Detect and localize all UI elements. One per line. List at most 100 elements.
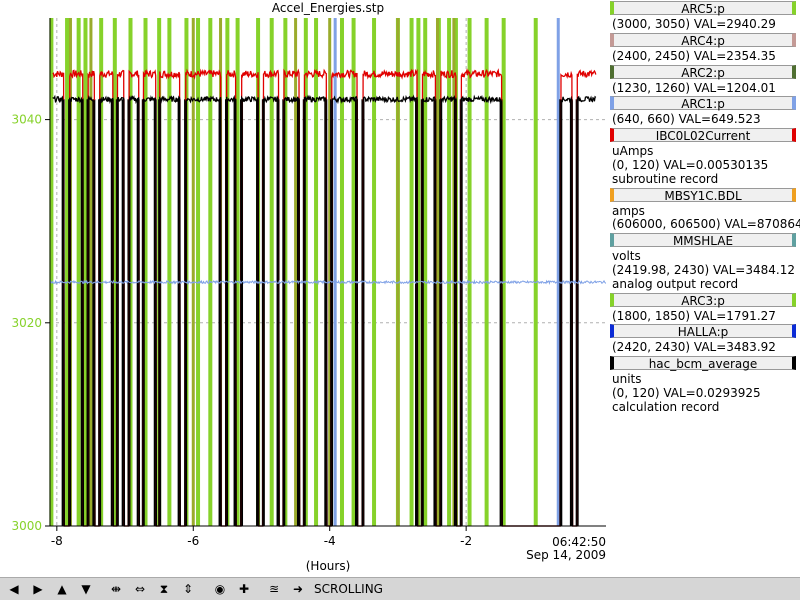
beam-off-marker	[233, 99, 237, 526]
legend-entry-name[interactable]: ARC2:p	[610, 64, 796, 80]
vertical-bar	[65, 18, 70, 526]
vertical-bar	[556, 18, 560, 526]
x-ticks: -8 -6 -4 -2	[51, 526, 472, 548]
chart-title: Accel_Energies.stp	[271, 1, 385, 15]
vertical-bar	[328, 18, 332, 526]
legend-entry-detail: calculation record	[612, 399, 720, 414]
vertical-bar	[416, 18, 421, 526]
export-icon[interactable]: ➜	[292, 582, 304, 596]
arrow-down-icon[interactable]: ▼	[81, 582, 91, 596]
compress-vertical-icon[interactable]: ⧗	[159, 582, 169, 596]
compress-horizontal-icon[interactable]: ⇔	[134, 582, 146, 596]
legend-entry-detail: analog output record	[612, 276, 739, 291]
vertical-bar	[235, 18, 240, 526]
legend-entry-detail: (2419.98, 2430) VAL=3484.12	[612, 263, 795, 277]
config-icon[interactable]: ≊	[268, 582, 280, 596]
x-axis-unit-label: (Hours)	[305, 559, 351, 573]
y-tick-label: 3000	[11, 519, 42, 533]
timestamp-date: Sep 14, 2009	[526, 548, 606, 562]
vertical-bar	[501, 18, 506, 526]
beam-off-marker	[499, 99, 503, 526]
legend-entry-name[interactable]: ARC1:p	[610, 96, 796, 111]
legend-entry-detail: (640, 660) VAL=649.523	[612, 112, 761, 127]
y-tick-label: 3020	[11, 316, 42, 330]
arrow-up-icon[interactable]: ▲	[57, 582, 67, 596]
beam-off-marker	[433, 99, 437, 526]
legend-entry-detail: (0, 120) VAL=0.0293925	[612, 386, 761, 400]
legend-entry-name[interactable]: hac_bcm_average	[610, 356, 796, 371]
mode-label: SCROLLING	[314, 582, 383, 596]
beam-off-marker	[324, 99, 328, 526]
vertical-bar	[208, 18, 213, 526]
expand-vertical-icon[interactable]: ⇕	[182, 582, 194, 596]
beam-off-marker	[136, 99, 140, 526]
y-tick-label: 3040	[11, 113, 42, 127]
record-icon[interactable]: ◉	[214, 582, 226, 596]
vertical-bar	[339, 18, 344, 526]
arrow-right-icon[interactable]: ▶	[33, 582, 43, 596]
vertical-bar	[333, 18, 337, 526]
legend-entry-name[interactable]: IBC0L02Current	[610, 128, 796, 143]
legend-entry-detail: subroutine record	[612, 171, 719, 186]
legend-entry-name[interactable]: ARC5:p	[610, 1, 796, 16]
legend-entry-detail: (1800, 1850) VAL=1791.27	[612, 308, 776, 323]
beam-off-marker	[276, 99, 280, 526]
x-tick-label: -4	[324, 534, 336, 548]
vertical-bar	[49, 18, 54, 526]
toolbar: ◀ ▶ ▲ ▼ ⇼ ⇔ ⧗ ⇕ ◉ ✚ ≊ ➜ SCROLLING	[0, 577, 800, 600]
x-tick-label: -2	[460, 534, 472, 548]
legend-entry-detail: amps	[612, 203, 645, 218]
legend-entry-detail: (3000, 3050) VAL=2940.29	[612, 17, 776, 31]
legend-entry-detail: (606000, 606500) VAL=870864	[612, 217, 800, 232]
plot-background	[50, 18, 606, 526]
vertical-bar	[76, 18, 81, 526]
beam-off-marker	[569, 99, 573, 526]
legend-entry-detail: (2420, 2430) VAL=3483.92	[612, 340, 776, 355]
legend-panel: ARC5:p (3000, 3050) VAL=2940.29 ARC4:p (240…	[608, 0, 800, 414]
timestamp-time: 06:42:50	[552, 535, 606, 549]
vertical-bar	[484, 18, 489, 526]
beam-off-marker	[453, 99, 457, 526]
vertical-bar	[452, 18, 456, 526]
legend-entry-name[interactable]: MMSHLAE	[610, 233, 796, 248]
vertical-bar	[303, 18, 308, 526]
vertical-bar	[533, 18, 538, 526]
vertical-bar	[143, 18, 148, 526]
beam-off-marker	[121, 99, 125, 526]
vertical-bar	[314, 18, 319, 526]
beam-off-marker	[354, 99, 358, 526]
legend-entry-name[interactable]: HALLA:p	[610, 324, 796, 339]
legend-entry-detail: volts	[612, 249, 641, 264]
vertical-bar	[294, 18, 298, 526]
x-tick-label: -8	[51, 534, 63, 548]
series-line-arc1	[49, 279, 606, 286]
vertical-bar	[435, 18, 439, 526]
beam-off-marker	[153, 99, 157, 526]
x-tick-label: -6	[187, 534, 199, 548]
vertical-bar	[447, 18, 452, 526]
vertical-bar	[128, 18, 133, 526]
y-ticks: 3000 3020 3040	[11, 113, 50, 533]
vertical-bar	[89, 18, 93, 526]
plot-area[interactable]: -8 -6 -4 -2 3000 3020 3040	[0, 0, 606, 576]
legend-entry-name[interactable]: ARC3:p	[610, 292, 796, 308]
beam-off-marker	[92, 99, 96, 526]
legend-entry-name[interactable]: ARC4:p	[610, 32, 796, 48]
legend-entry-detail: uAmps	[612, 144, 654, 159]
vertical-bar	[83, 18, 88, 526]
plus-icon[interactable]: ✚	[238, 582, 250, 596]
vertical-bar	[409, 18, 414, 526]
vertical-bar	[372, 18, 377, 526]
vertical-bar	[283, 18, 288, 526]
expand-horizontal-icon[interactable]: ⇼	[110, 582, 122, 596]
legend-entry-detail: (0, 120) VAL=0.00530135	[612, 158, 769, 172]
legend-entry-name[interactable]: MBSY1C.BDL	[610, 187, 796, 203]
arrow-left-icon[interactable]: ◀	[9, 582, 19, 596]
beam-off-marker	[110, 99, 114, 526]
beam-off-marker	[177, 99, 181, 526]
vertical-bar	[167, 18, 172, 526]
beam-off-marker	[218, 99, 222, 526]
vertical-bar	[196, 18, 201, 526]
beam-off-marker	[297, 99, 301, 526]
timestamp: 06:42:50 Sep 14, 2009	[520, 536, 606, 562]
